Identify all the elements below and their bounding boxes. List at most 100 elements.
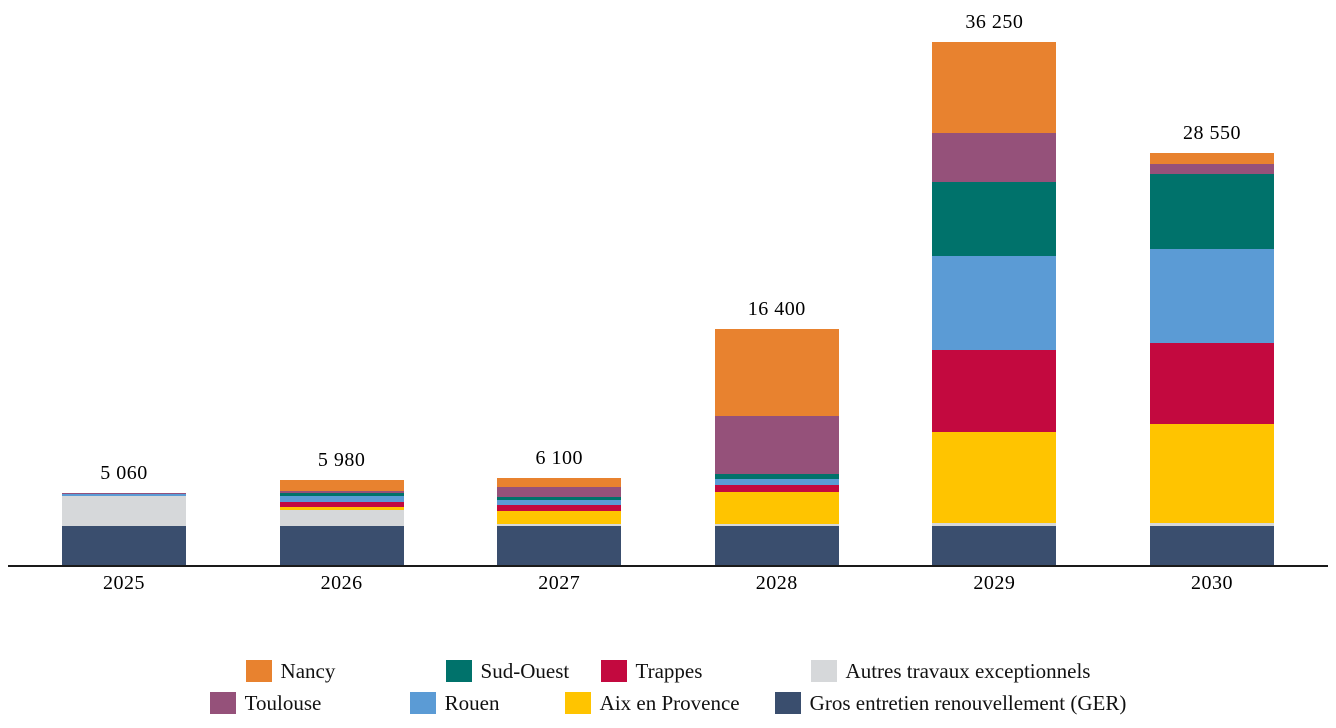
bar-group: 5 060: [36, 0, 212, 566]
legend-item[interactable]: Trappes: [600, 655, 811, 687]
legend-swatch: [600, 660, 627, 682]
bar-segment[interactable]: [279, 526, 404, 566]
bar-segment[interactable]: [714, 474, 839, 480]
bar-segment[interactable]: [932, 523, 1057, 527]
legend-label: Rouen: [444, 690, 500, 715]
bar-segment[interactable]: [279, 491, 404, 494]
legend-label: Toulouse: [244, 690, 322, 715]
bars-row: 5 060 5 980 6 100 16 400 36 250 28 550: [36, 0, 1300, 566]
legend-swatch: [810, 660, 837, 682]
x-axis-line: [8, 565, 1328, 567]
x-tick-label: 2029: [973, 572, 1016, 594]
bar-segment[interactable]: [497, 524, 622, 527]
bar-segment[interactable]: [1149, 424, 1274, 523]
legend-label: Autres travaux exceptionnels: [845, 658, 1091, 683]
bar-group: 5 980: [254, 0, 430, 566]
bar-segment[interactable]: [279, 502, 404, 507]
bar-segment[interactable]: [1149, 164, 1274, 175]
bar-segment[interactable]: [1149, 153, 1274, 165]
legend-swatch: [445, 660, 472, 682]
bar-total-label: 5 980: [317, 448, 366, 471]
legend-swatch: [774, 692, 801, 714]
legend-swatch: [245, 660, 272, 682]
bar-segment[interactable]: [932, 182, 1057, 256]
legend-item[interactable]: Rouen: [409, 687, 565, 719]
bar-segment[interactable]: [714, 328, 839, 417]
legend-label: Aix en Provence: [599, 690, 740, 715]
bar-stack[interactable]: [714, 328, 839, 566]
bar-total-label: 6 100: [535, 446, 583, 469]
bar-segment[interactable]: [1149, 174, 1274, 250]
bar-segment[interactable]: [497, 504, 622, 512]
legend-item[interactable]: Gros entretien renouvellement (GER): [774, 687, 1127, 719]
legend-item[interactable]: Aix en Provence: [564, 687, 775, 719]
bar-stack[interactable]: [932, 42, 1057, 566]
chart-legend: Nancy Sud-Ouest Trappes Autres travaux exce…: [0, 652, 1336, 722]
legend-swatch: [409, 692, 436, 714]
bar-stack[interactable]: [1149, 153, 1274, 566]
bar-segment[interactable]: [932, 42, 1057, 134]
bar-segment[interactable]: [62, 493, 186, 495]
bar-segment[interactable]: [932, 133, 1057, 183]
bar-segment[interactable]: [62, 526, 186, 566]
bar-segment[interactable]: [497, 477, 622, 487]
x-tick-label: 2027: [538, 572, 581, 594]
bar-total-label: 36 250: [965, 11, 1024, 33]
bar-stack[interactable]: [497, 477, 622, 566]
legend-item[interactable]: Autres travaux exceptionnels: [810, 655, 1091, 687]
bar-segment[interactable]: [714, 479, 839, 486]
bar-segment[interactable]: [714, 485, 839, 492]
bar-segment[interactable]: [497, 486, 622, 497]
bar-segment[interactable]: [279, 506, 404, 511]
bar-segment[interactable]: [714, 416, 839, 475]
bar-segment[interactable]: [497, 499, 622, 505]
bar-stack[interactable]: [62, 492, 186, 566]
legend-label: Nancy: [280, 658, 336, 683]
x-tick-label: 2025: [103, 572, 145, 594]
bar-stack[interactable]: [279, 479, 404, 566]
bar-segment[interactable]: [497, 526, 622, 566]
bar-total-label: 28 550: [1182, 122, 1241, 145]
bar-segment[interactable]: [62, 495, 186, 527]
x-axis-tick-labels: 2025 2026 2027 2028 2029 2030: [0, 572, 1336, 606]
bar-segment[interactable]: [62, 492, 186, 494]
bar-segment[interactable]: [932, 255, 1057, 350]
bar-segment[interactable]: [279, 493, 404, 496]
bar-segment[interactable]: [1149, 526, 1274, 566]
bar-segment[interactable]: [1149, 343, 1274, 425]
bar-segment[interactable]: [279, 479, 404, 492]
bar-segment[interactable]: [279, 510, 404, 527]
bar-segment[interactable]: [497, 511, 622, 525]
legend-label: Gros entretien renouvellement (GER): [809, 690, 1127, 715]
legend-item[interactable]: Toulouse: [209, 687, 410, 719]
bar-segment[interactable]: [714, 526, 839, 566]
bar-segment[interactable]: [279, 495, 404, 503]
legend-item[interactable]: Nancy: [245, 655, 446, 687]
x-tick-label: 2030: [1190, 572, 1233, 594]
bar-segment[interactable]: [932, 526, 1057, 566]
bar-group: 6 100: [471, 0, 647, 566]
legend-label: Sud-Ouest: [480, 658, 570, 683]
legend-swatch: [209, 692, 236, 714]
bar-segment[interactable]: [1149, 249, 1274, 344]
bar-group: 16 400: [689, 0, 865, 566]
legend-row: Nancy Sud-Ouest Trappes Autres travaux exce…: [245, 655, 1091, 687]
x-tick-label: 2026: [320, 572, 363, 594]
bar-segment[interactable]: [62, 494, 186, 496]
legend-item[interactable]: Sud-Ouest: [445, 655, 601, 687]
legend-swatch: [564, 692, 591, 714]
bar-segment[interactable]: [932, 432, 1057, 524]
plot-area: 5 060 5 980 6 100 16 400 36 250 28 550 2025 20…: [8, 0, 1328, 594]
x-tick-label: 2028: [755, 572, 798, 594]
legend-label: Trappes: [635, 658, 703, 683]
bar-segment[interactable]: [1149, 522, 1274, 527]
bar-segment[interactable]: [714, 524, 839, 527]
legend-row: Toulouse Rouen Aix en Provence Gros entreti…: [209, 687, 1127, 719]
bar-group: 28 550: [1124, 0, 1300, 566]
bar-total-label: 16 400: [747, 297, 806, 320]
bar-segment[interactable]: [932, 349, 1057, 433]
bar-total-label: 5 060: [100, 461, 148, 484]
bar-segment[interactable]: [714, 491, 839, 525]
bar-segment[interactable]: [497, 496, 622, 500]
